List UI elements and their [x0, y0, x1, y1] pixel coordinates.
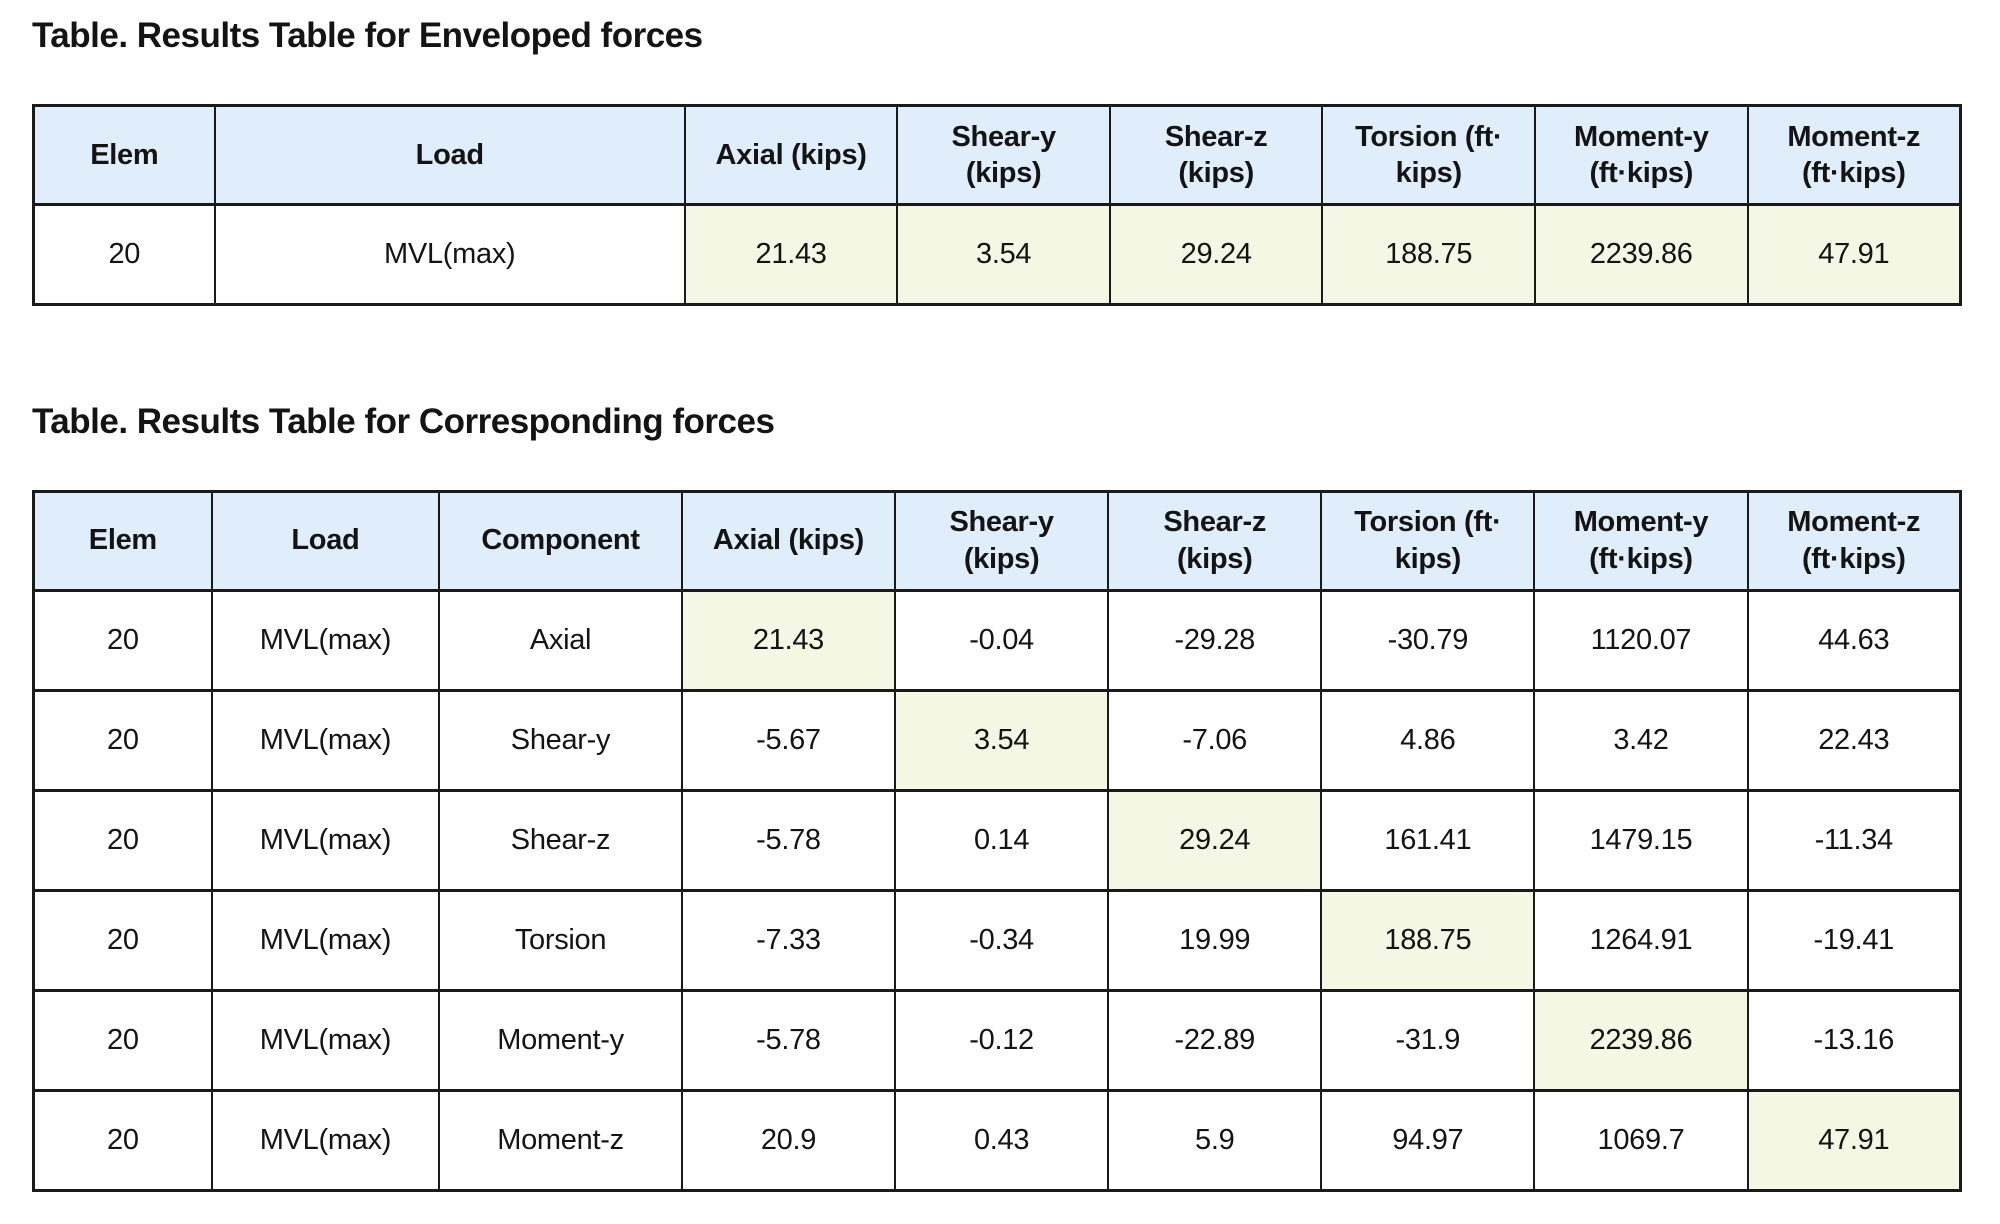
column-header: Moment-z (ft·kips): [1746, 489, 1962, 592]
table-row: 20 MVL(max) 21.43 3.54 29.24 188.75 2239.86 47.…: [32, 202, 1962, 306]
table-row: 20 MVL(max) Torsion -7.33 -0.34 19.99 188.75 12…: [32, 888, 1962, 992]
value-cell: 47.91: [1746, 202, 1962, 306]
column-header: Shear-y (kips): [896, 103, 1111, 206]
value-cell: -29.28: [1107, 588, 1323, 692]
value-cell: 3.42: [1533, 688, 1749, 792]
table-row: 20 MVL(max) Shear-z -5.78 0.14 29.24 161.41 147…: [32, 788, 1962, 892]
enveloped-table-body: 20 MVL(max) 21.43 3.54 29.24 188.75 2239.86 47.…: [32, 202, 1962, 306]
value-cell: -13.16: [1746, 988, 1962, 1092]
column-header: Shear-z (kips): [1108, 103, 1324, 206]
corresponding-table-body: 20 MVL(max) Axial 21.43 -0.04 -29.28 -30.79 112…: [32, 588, 1962, 1192]
column-header: Component: [438, 489, 683, 592]
value-cell: 1120.07: [1533, 588, 1749, 692]
column-header: Elem: [32, 103, 216, 206]
value-cell: -19.41: [1746, 888, 1962, 992]
load-cell: MVL(max): [210, 588, 441, 692]
column-header: Axial (kips): [683, 103, 899, 206]
load-cell: MVL(max): [210, 788, 441, 892]
value-cell: -30.79: [1320, 588, 1536, 692]
value-cell: -5.67: [680, 688, 897, 792]
value-cell: 29.24: [1107, 788, 1323, 892]
column-header: Axial (kips): [680, 489, 897, 592]
value-cell: 188.75: [1321, 202, 1536, 306]
column-header: Torsion (ft· kips): [1320, 489, 1536, 592]
value-cell: -0.12: [894, 988, 1110, 1092]
component-cell: Shear-z: [438, 788, 683, 892]
value-cell: 188.75: [1320, 888, 1536, 992]
component-cell: Shear-y: [438, 688, 683, 792]
value-cell: 29.24: [1108, 202, 1324, 306]
column-header: Moment-y (ft·kips): [1533, 489, 1749, 592]
value-cell: -0.34: [894, 888, 1110, 992]
value-cell: 22.43: [1746, 688, 1962, 792]
value-cell: -11.34: [1746, 788, 1962, 892]
column-header: Shear-y (kips): [894, 489, 1110, 592]
elem-cell: 20: [32, 202, 216, 306]
elem-cell: 20: [32, 588, 213, 692]
table-row: 20 MVL(max) Moment-z 20.9 0.43 5.9 94.97 1069.7…: [32, 1088, 1962, 1192]
table-row: 20 MVL(max) Axial 21.43 -0.04 -29.28 -30.79 112…: [32, 588, 1962, 692]
value-cell: 2239.86: [1533, 988, 1749, 1092]
header-row: Elem Load Axial (kips) Shear-y (kips) Shear-…: [32, 103, 1962, 206]
value-cell: 44.63: [1746, 588, 1962, 692]
component-cell: Torsion: [438, 888, 683, 992]
value-cell: -5.78: [680, 988, 897, 1092]
load-cell: MVL(max): [210, 1088, 441, 1192]
component-cell: Moment-y: [438, 988, 683, 1092]
value-cell: -5.78: [680, 788, 897, 892]
header-row: Elem Load Component Axial (kips) Shear-y (ki…: [32, 489, 1962, 592]
column-header: Load: [210, 489, 441, 592]
load-cell: MVL(max): [213, 202, 686, 306]
load-cell: MVL(max): [210, 688, 441, 792]
value-cell: -7.33: [680, 888, 897, 992]
table-row: 20 MVL(max) Moment-y -5.78 -0.12 -22.89 -31.9 2…: [32, 988, 1962, 1092]
column-header: Moment-y (ft·kips): [1534, 103, 1749, 206]
elem-cell: 20: [32, 888, 213, 992]
column-header: Shear-z (kips): [1107, 489, 1323, 592]
table-row: 20 MVL(max) Shear-y -5.67 3.54 -7.06 4.86 3.42 2…: [32, 688, 1962, 792]
column-header: Load: [213, 103, 686, 206]
column-header: Elem: [32, 489, 213, 592]
value-cell: 0.43: [894, 1088, 1110, 1192]
value-cell: 2239.86: [1534, 202, 1749, 306]
value-cell: 21.43: [683, 202, 899, 306]
value-cell: -31.9: [1320, 988, 1536, 1092]
value-cell: 3.54: [894, 688, 1110, 792]
value-cell: 94.97: [1320, 1088, 1536, 1192]
elem-cell: 20: [32, 988, 213, 1092]
enveloped-table-title: Table. Results Table for Enveloped force…: [32, 16, 703, 55]
elem-cell: 20: [32, 688, 213, 792]
value-cell: -7.06: [1107, 688, 1323, 792]
value-cell: 47.91: [1746, 1088, 1962, 1192]
column-header: Torsion (ft· kips): [1321, 103, 1536, 206]
component-cell: Moment-z: [438, 1088, 683, 1192]
value-cell: -0.04: [894, 588, 1110, 692]
value-cell: 4.86: [1320, 688, 1536, 792]
value-cell: 161.41: [1320, 788, 1536, 892]
enveloped-forces-section: Table. Results Table for Enveloped force…: [32, 14, 1966, 306]
corresponding-forces-table: Elem Load Component Axial (kips) Shear-y (ki…: [32, 489, 1962, 1192]
value-cell: 5.9: [1107, 1088, 1323, 1192]
enveloped-table-header: Elem Load Axial (kips) Shear-y (kips) Shear-…: [32, 103, 1962, 206]
value-cell: 3.54: [896, 202, 1111, 306]
elem-cell: 20: [32, 788, 213, 892]
value-cell: 1479.15: [1533, 788, 1749, 892]
elem-cell: 20: [32, 1088, 213, 1192]
value-cell: 19.99: [1107, 888, 1323, 992]
load-cell: MVL(max): [210, 888, 441, 992]
value-cell: -22.89: [1107, 988, 1323, 1092]
value-cell: 21.43: [680, 588, 897, 692]
load-cell: MVL(max): [210, 988, 441, 1092]
value-cell: 1264.91: [1533, 888, 1749, 992]
corresponding-table-header: Elem Load Component Axial (kips) Shear-y (ki…: [32, 489, 1962, 592]
corresponding-table-title: Table. Results Table for Corresponding f…: [32, 401, 775, 441]
corresponding-forces-section: Table. Results Table for Corresponding f…: [32, 400, 1966, 1192]
value-cell: 20.9: [680, 1088, 897, 1192]
column-header: Moment-z (ft·kips): [1746, 103, 1962, 206]
enveloped-forces-table: Elem Load Axial (kips) Shear-y (kips) Shear-…: [32, 103, 1962, 306]
value-cell: 0.14: [894, 788, 1110, 892]
value-cell: 1069.7: [1533, 1088, 1749, 1192]
component-cell: Axial: [438, 588, 683, 692]
